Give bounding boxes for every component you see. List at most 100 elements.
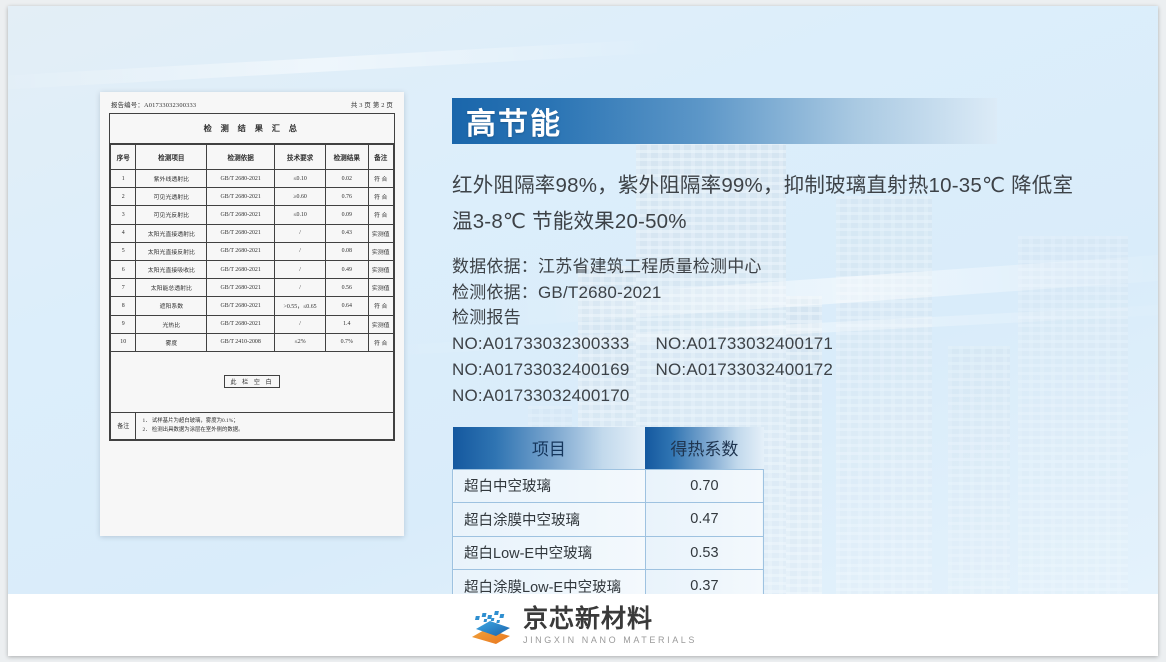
report-number-row: NO:A01733032300333 NO:A01733032400171: [452, 331, 1092, 357]
cell-item: 遮阳系数: [135, 296, 208, 316]
cell-index: 5: [109, 241, 137, 261]
cell-result: 1.4: [325, 314, 369, 334]
table-row: 7 太阳能总透射比 GB/T 2680-2021/0.56 实测值: [109, 278, 394, 298]
cell-index: 6: [109, 259, 137, 280]
cell-result: 0.56: [325, 278, 369, 298]
report-results-table: 序号 检测项目 检测依据 技术要求 检测结果 备注 1 紫外线透射比 GB/T 26…: [109, 144, 394, 440]
cell-spec: /: [274, 278, 327, 298]
cell-index: 2: [109, 187, 137, 207]
cell-basis: GB/T 2680-2021: [206, 314, 276, 334]
table-row: 5 太阳光直接反射比 GB/T 2680-2021/0.08 实测值: [109, 241, 394, 261]
cell-result: 0.7%: [325, 332, 369, 352]
content-column: 高节能 红外阻隔率98%，紫外阻隔率99%，抑制玻璃直射热10-35℃ 降低室温…: [452, 98, 1092, 604]
heat-item-value: 0.53: [644, 535, 765, 571]
heat-col-coefficient: 得热系数: [645, 426, 764, 470]
cell-spec: ≥0.60: [274, 187, 327, 207]
report-number: NO:A01733032400170: [452, 385, 630, 405]
heat-col-item: 项目: [452, 426, 646, 470]
cell-remark: 符 合: [367, 168, 394, 189]
slide: 报告编号：A01733032300333 共 3 页 第 2 页 检 测 结 果…: [8, 6, 1158, 656]
cell-remark: 实测值: [367, 314, 394, 334]
report-number-row: NO:A01733032400170: [452, 383, 1092, 409]
cell-spec: >0.55，≤0.65: [274, 296, 327, 316]
report-table-body: 1 紫外线透射比 GB/T 2680-2021 ≤0.10 0.02 符 合 2 可见光透射…: [109, 168, 394, 440]
cell-result: 0.02: [325, 168, 369, 189]
cell-basis: GB/T 2680-2021: [206, 168, 276, 189]
table-row: 3 可见光反射比 GB/T 2680-2021 ≤0.10 0.09 符 合: [109, 205, 394, 225]
blank-section-cell: 此 栏 空 白: [110, 350, 394, 414]
table-row: 1 紫外线透射比 GB/T 2680-2021 ≤0.10 0.02 符 合: [109, 168, 394, 189]
blank-section-row: 此 栏 空 白: [110, 350, 394, 414]
report-number: NO:A01733032400169: [452, 360, 630, 380]
data-source-line: 数据依据：江苏省建筑工程质量检测中心: [452, 256, 762, 276]
heat-item-name: 超白涂膜中空玻璃: [452, 502, 646, 537]
report-number: NO:A01733032300333: [452, 334, 630, 354]
cell-basis: GB/T 2680-2021: [206, 223, 276, 243]
cell-result: 0.43: [325, 223, 369, 243]
cell-basis: GB/T 2680-2021: [206, 259, 276, 280]
table-row: 超白中空玻璃 0.70: [452, 468, 765, 504]
cell-remark: 符 合: [367, 296, 394, 316]
logo-text: 京芯新材料 JINGXIN NANO MATERIALS: [523, 607, 697, 645]
cell-spec: /: [274, 241, 327, 261]
report-number: NO:A01733032400172: [655, 360, 834, 380]
cell-spec: ≤0.10: [274, 168, 327, 189]
meta-block: 数据依据：江苏省建筑工程质量检测中心 检测依据：GB/T2680-2021 检测…: [452, 254, 1092, 409]
notes-row: 备注 1． 试样基片为超白玻璃，雾度为0.1%； 2． 检测出具数据为涂层在室外…: [109, 412, 394, 440]
cell-item: 太阳光直接吸收比: [135, 259, 208, 280]
note-line-2: 2． 检测出具数据为涂层在室外侧的数据。: [142, 426, 244, 433]
cell-spec: ≤0.10: [274, 205, 327, 225]
cell-index: 10: [109, 332, 137, 352]
cell-item: 太阳光直接透射比: [135, 223, 208, 243]
logo-english-name: JINGXIN NANO MATERIALS: [522, 635, 698, 645]
cell-basis: GB/T 2680-2021: [206, 278, 276, 298]
report-page-label: 共 3 页 第 2 页: [350, 102, 393, 109]
cell-item: 雾度: [135, 332, 208, 352]
cell-item: 光热比: [135, 314, 208, 334]
cell-remark: 实测值: [367, 223, 394, 243]
heat-item-value: 0.70: [644, 468, 765, 504]
report-table-header-row: 序号 检测项目 检测依据 技术要求 检测结果 备注: [109, 144, 394, 170]
report-col-result: 检测结果: [325, 144, 369, 170]
cell-item: 紫外线透射比: [135, 168, 208, 189]
cell-spec: /: [274, 259, 327, 280]
heat-item-name: 超白Low-E中空玻璃: [452, 535, 646, 571]
cell-index: 4: [109, 223, 137, 243]
notes-body: 1． 试样基片为超白玻璃，雾度为0.1%； 2． 检测出具数据为涂层在室外侧的数…: [135, 412, 394, 440]
page-title: 高节能: [466, 107, 562, 142]
cell-result: 0.64: [325, 296, 369, 316]
table-row: 2 可见光透射比 GB/T 2680-2021 ≥0.60 0.76 符 合: [109, 187, 394, 207]
table-row: 4 太阳光直接透射比 GB/T 2680-2021/0.43 实测值: [109, 223, 394, 243]
cell-result: 0.49: [325, 259, 369, 280]
table-row: 9 光热比 GB/T 2680-2021/1.4 实测值: [109, 314, 394, 334]
cell-result: 0.76: [325, 187, 369, 207]
test-standard-line: 检测依据：GB/T2680-2021: [452, 282, 662, 302]
cell-spec: ≤2%: [274, 332, 327, 352]
report-col-item: 检测项目: [135, 144, 208, 170]
cell-basis: GB/T 2680-2021: [206, 296, 276, 316]
cell-index: 9: [109, 314, 137, 334]
heat-table-header-row: 项目 得热系数: [452, 426, 764, 470]
cell-index: 8: [109, 296, 137, 316]
cell-spec: /: [274, 223, 327, 243]
report-number-label: 报告编号：A01733032300333: [111, 102, 197, 109]
heat-item-name: 超白中空玻璃: [452, 468, 646, 504]
cell-remark: 实测值: [367, 259, 394, 280]
cell-result: 0.09: [325, 205, 369, 225]
heat-gain-table: 项目 得热系数 超白中空玻璃 0.70 超白涂膜中空玻璃 0.47 超白Low-…: [452, 426, 765, 604]
test-report-document: 报告编号：A01733032300333 共 3 页 第 2 页 检 测 结 果…: [100, 92, 404, 536]
cell-remark: 实测值: [367, 278, 394, 298]
report-number: NO:A01733032400171: [655, 334, 834, 354]
cell-basis: GB/T 2410-2008: [206, 332, 276, 352]
report-col-remark: 备注: [367, 144, 394, 170]
cell-index: 7: [109, 278, 137, 298]
cell-index: 1: [109, 168, 137, 189]
cell-remark: 实测值: [367, 241, 394, 261]
cell-item: 太阳光直接反射比: [135, 241, 208, 261]
headline-paragraph: 红外阻隔率98%，紫外阻隔率99%，抑制玻璃直射热10-35℃ 降低室温3-8℃…: [452, 174, 1074, 233]
report-col-basis: 检测依据: [206, 144, 276, 170]
report-number-row: NO:A01733032400169 NO:A01733032400172: [452, 357, 1092, 383]
report-label-line: 检测报告: [452, 308, 521, 328]
cell-item: 太阳能总透射比: [135, 278, 208, 298]
